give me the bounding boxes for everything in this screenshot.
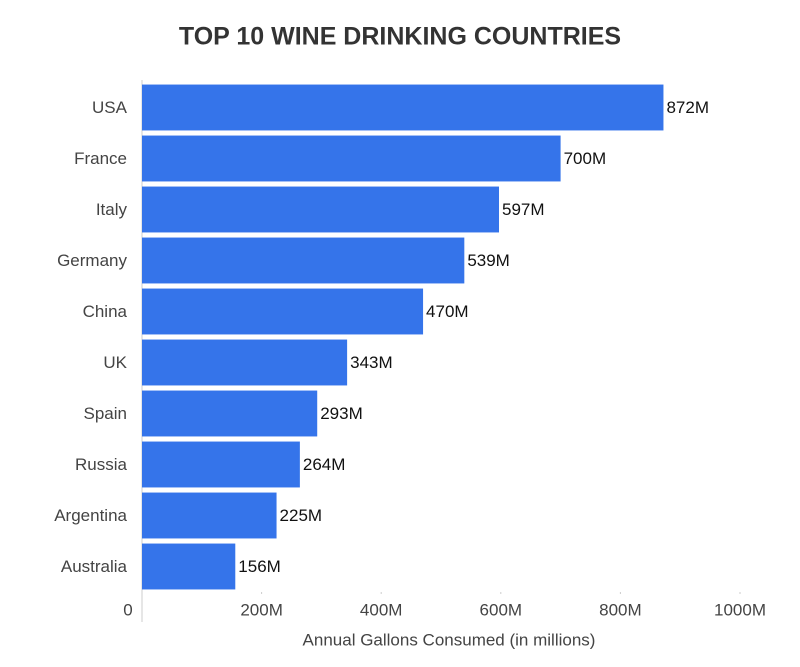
value-label: 343M bbox=[350, 353, 393, 372]
value-label: 597M bbox=[502, 200, 545, 219]
y-tick-label: Australia bbox=[61, 557, 128, 576]
x-tick-label: 200M bbox=[240, 600, 283, 619]
bar bbox=[142, 390, 318, 437]
bar bbox=[142, 135, 561, 182]
bar bbox=[142, 441, 300, 488]
y-tick-label: France bbox=[74, 149, 127, 168]
x-tick-label: 400M bbox=[360, 600, 403, 619]
value-label: 225M bbox=[280, 506, 323, 525]
y-tick-label: USA bbox=[92, 98, 128, 117]
bar bbox=[142, 492, 277, 539]
value-label: 539M bbox=[467, 251, 510, 270]
bar bbox=[142, 288, 424, 335]
value-label: 470M bbox=[426, 302, 469, 321]
value-label: 293M bbox=[320, 404, 363, 423]
bar bbox=[142, 237, 465, 284]
value-label: 700M bbox=[564, 149, 607, 168]
y-tick-label: Spain bbox=[84, 404, 127, 423]
value-label: 264M bbox=[303, 455, 346, 474]
bar bbox=[142, 186, 500, 233]
x-tick-label: 0 bbox=[123, 600, 132, 619]
x-axis-title: Annual Gallons Consumed (in millions) bbox=[303, 630, 596, 649]
y-tick-label: Germany bbox=[57, 251, 127, 270]
value-label: 156M bbox=[238, 557, 281, 576]
bar bbox=[142, 339, 348, 386]
y-tick-label: Italy bbox=[96, 200, 128, 219]
y-tick-label: Russia bbox=[75, 455, 128, 474]
x-tick-label: 800M bbox=[599, 600, 642, 619]
y-tick-label: UK bbox=[103, 353, 127, 372]
value-label: 872M bbox=[666, 98, 709, 117]
chart-title: TOP 10 WINE DRINKING COUNTRIES bbox=[179, 23, 621, 51]
x-tick-label: 600M bbox=[480, 600, 523, 619]
y-tick-label: Argentina bbox=[54, 506, 127, 525]
x-tick-label: 1000M bbox=[714, 600, 766, 619]
bar bbox=[142, 84, 664, 131]
bar bbox=[142, 543, 236, 590]
y-tick-label: China bbox=[83, 302, 128, 321]
